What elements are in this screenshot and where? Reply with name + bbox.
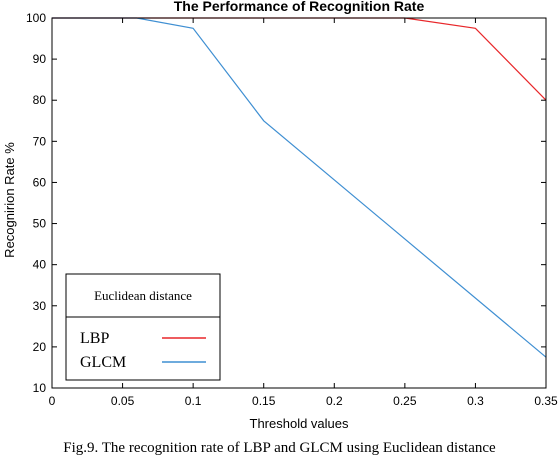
x-tick-label: 0 <box>49 394 56 408</box>
y-tick-label: 20 <box>33 340 47 354</box>
legend-label-glcm: GLCM <box>80 354 126 371</box>
y-tick-label: 50 <box>33 217 47 231</box>
x-tick-label: 0.25 <box>393 394 417 408</box>
y-tick-label: 60 <box>33 175 47 189</box>
y-tick-label: 10 <box>33 381 47 395</box>
chart: The Performance of Recognition Rate Thre… <box>2 0 558 431</box>
y-tick-label: 90 <box>33 52 47 66</box>
x-axis-label: Threshold values <box>250 416 349 431</box>
plot-area: 0 0.05 0.1 0.15 0.2 0.25 0.3 0.35 10 20 30 40 50 60 70… <box>26 11 558 408</box>
x-tick-label: 0.15 <box>252 394 276 408</box>
y-tick-label: 30 <box>33 299 47 313</box>
x-tick-label: 0.05 <box>111 394 135 408</box>
series-line-lbp <box>52 17 547 101</box>
x-tick-label: 0.3 <box>467 394 484 408</box>
x-tick-label: 0.2 <box>326 394 343 408</box>
y-tick-label: 100 <box>26 11 46 25</box>
axes-box <box>51 17 547 389</box>
figure-caption: Fig.9. The recognition rate of LBP and G… <box>63 440 496 456</box>
y-tick-label: 80 <box>33 93 47 107</box>
y-axis-label: Recognirion Rate % <box>2 142 17 258</box>
legend-label-lbp: LBP <box>80 330 109 347</box>
x-tick-label: 0.35 <box>534 394 558 408</box>
x-tick-label: 0.1 <box>185 394 202 408</box>
y-tick-label: 70 <box>33 134 47 148</box>
y-tick-label: 40 <box>33 258 47 272</box>
chart-title: The Performance of Recognition Rate <box>174 0 425 14</box>
legend-title: Euclidean distance <box>94 288 192 303</box>
